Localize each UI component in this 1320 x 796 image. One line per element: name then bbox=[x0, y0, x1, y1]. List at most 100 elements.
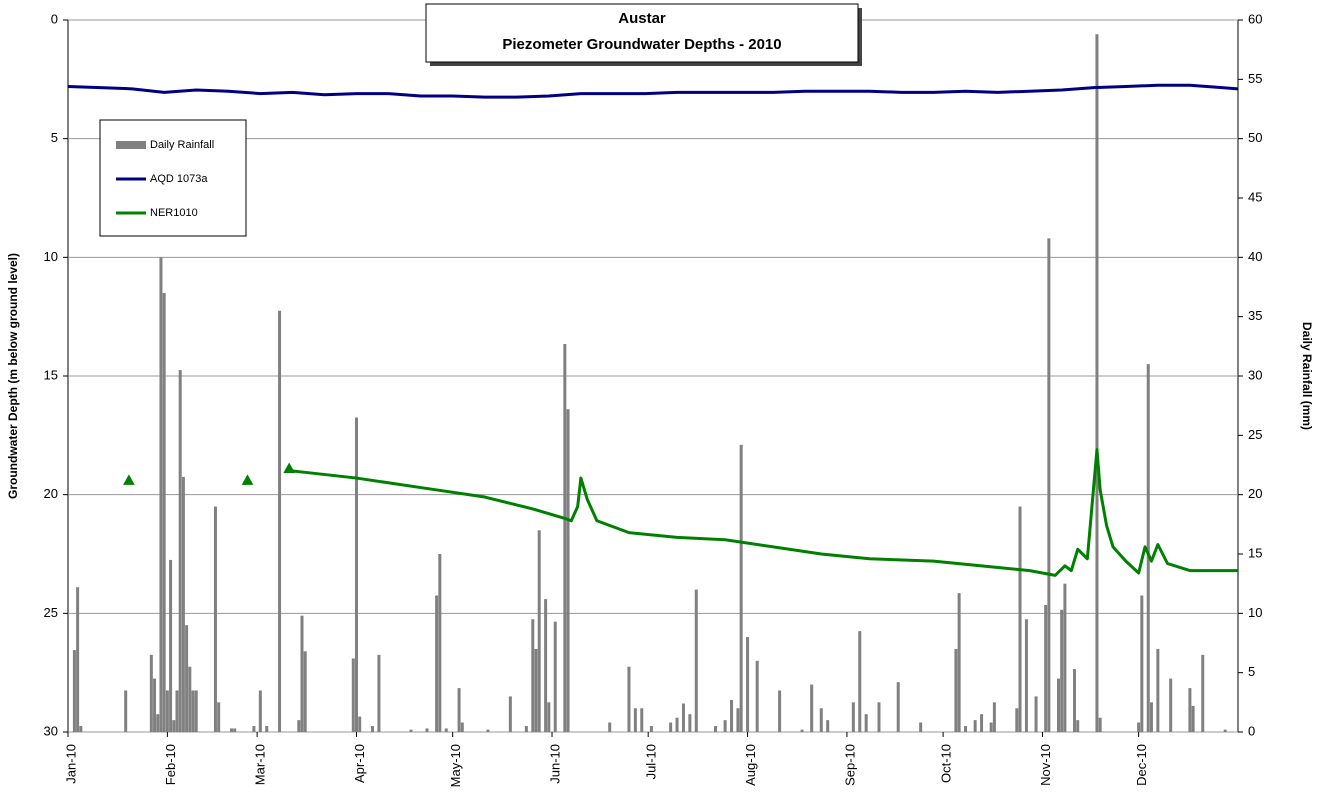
rain-bar bbox=[457, 688, 461, 732]
rain-bar bbox=[354, 417, 358, 732]
rain-bar bbox=[165, 690, 169, 732]
rain-bar bbox=[175, 690, 179, 732]
y2-tick-label: 5 bbox=[1248, 664, 1255, 679]
rain-bar bbox=[730, 699, 734, 732]
rain-bar bbox=[191, 690, 195, 732]
rain-bar bbox=[640, 708, 644, 732]
rain-bar bbox=[566, 409, 570, 732]
rain-bar bbox=[633, 708, 637, 732]
legend-label: NER1010 bbox=[150, 207, 198, 219]
x-tick-label: Apr-10 bbox=[352, 744, 367, 783]
rain-bar bbox=[547, 702, 551, 732]
y2-tick-label: 40 bbox=[1248, 249, 1262, 264]
rain-bar bbox=[1034, 696, 1038, 732]
rain-bar bbox=[213, 506, 217, 732]
rain-bar bbox=[178, 370, 182, 732]
rain-bar bbox=[1073, 669, 1077, 732]
rain-bar bbox=[1095, 34, 1099, 733]
chart-subtitle: Piezometer Groundwater Depths - 2010 bbox=[502, 36, 781, 53]
legend-label: Daily Rainfall bbox=[150, 139, 214, 151]
y-tick-label: 0 bbox=[51, 11, 58, 26]
rain-bar bbox=[217, 702, 221, 732]
rain-bar bbox=[627, 666, 631, 732]
rain-bar bbox=[736, 708, 740, 732]
rain-bar bbox=[153, 678, 157, 732]
rain-bar bbox=[544, 599, 548, 732]
y2-tick-label: 10 bbox=[1248, 605, 1262, 620]
rain-bar bbox=[954, 648, 958, 732]
rain-bar bbox=[188, 666, 192, 732]
rain-bar bbox=[1060, 609, 1064, 732]
rain-bar bbox=[194, 690, 198, 732]
rain-bar bbox=[1047, 238, 1051, 732]
rain-bar bbox=[1149, 702, 1153, 732]
rain-bar bbox=[508, 696, 512, 732]
rain-bar bbox=[1076, 720, 1080, 732]
y2-tick-label: 55 bbox=[1248, 71, 1262, 86]
rain-bar bbox=[185, 625, 189, 732]
rain-bar bbox=[169, 559, 173, 732]
marks bbox=[67, 34, 1239, 733]
rain-bar bbox=[371, 726, 375, 732]
rain-bar bbox=[957, 593, 961, 732]
x-tick-label: Aug-10 bbox=[743, 744, 758, 786]
grid bbox=[63, 19, 1243, 737]
rain-bar bbox=[1063, 583, 1067, 732]
rain-bar bbox=[675, 717, 679, 732]
y-tick-label: 25 bbox=[44, 605, 58, 620]
rain-bar bbox=[300, 615, 304, 732]
rain-bar bbox=[181, 476, 185, 732]
rain-bar bbox=[1140, 595, 1144, 732]
rain-bar bbox=[1015, 708, 1019, 732]
rain-bar bbox=[1056, 678, 1060, 732]
rain-bar bbox=[297, 720, 301, 732]
y2-tick-label: 20 bbox=[1248, 486, 1262, 501]
rain-bar bbox=[444, 728, 448, 732]
rain-bar bbox=[409, 729, 413, 732]
rain-bar bbox=[864, 714, 868, 732]
y-axis-title: Groundwater Depth (m below ground level) bbox=[6, 253, 20, 499]
rain-bar bbox=[1018, 506, 1022, 732]
rain-bar bbox=[819, 708, 823, 732]
rain-bar bbox=[723, 720, 727, 732]
rain-bar bbox=[524, 726, 528, 732]
x-tick-label: May-10 bbox=[448, 744, 463, 787]
rain-bar bbox=[1201, 654, 1205, 732]
rain-bar bbox=[563, 343, 567, 732]
x-tick-label: Nov-10 bbox=[1038, 744, 1053, 786]
rain-bar bbox=[358, 716, 362, 732]
rain-bar bbox=[1137, 722, 1141, 732]
chart-title: Austar bbox=[618, 10, 666, 27]
rain-bar bbox=[553, 621, 557, 732]
rain-bar bbox=[72, 650, 76, 732]
y-tick-label: 15 bbox=[44, 367, 58, 382]
rain-bar bbox=[149, 654, 153, 732]
point-marker bbox=[241, 474, 254, 485]
rain-bar bbox=[351, 658, 355, 732]
x-tick-label: Sep-10 bbox=[842, 744, 857, 786]
rain-bar bbox=[534, 648, 538, 732]
rain-bar bbox=[826, 720, 830, 732]
rain-bar bbox=[425, 728, 429, 732]
rain-bar bbox=[778, 690, 782, 732]
y2-tick-label: 35 bbox=[1248, 308, 1262, 323]
rain-bar bbox=[233, 728, 237, 732]
rain-bar bbox=[714, 726, 718, 732]
y-tick-label: 30 bbox=[44, 723, 58, 738]
rain-bar bbox=[851, 702, 855, 732]
point-marker bbox=[283, 462, 296, 474]
rain-bar bbox=[858, 631, 862, 732]
rain-bar bbox=[258, 690, 262, 732]
title-box bbox=[425, 3, 859, 63]
point-marker bbox=[123, 474, 135, 485]
rain-bar bbox=[877, 702, 881, 732]
rain-bar bbox=[156, 714, 160, 732]
rain-bar bbox=[1223, 729, 1227, 732]
rain-bar bbox=[980, 714, 984, 732]
x-tick-label: Mar-10 bbox=[253, 744, 268, 785]
series-line bbox=[292, 448, 1238, 577]
rain-bar bbox=[973, 720, 977, 732]
rain-bar bbox=[992, 702, 996, 732]
x-tick-label: Feb-10 bbox=[163, 744, 178, 785]
